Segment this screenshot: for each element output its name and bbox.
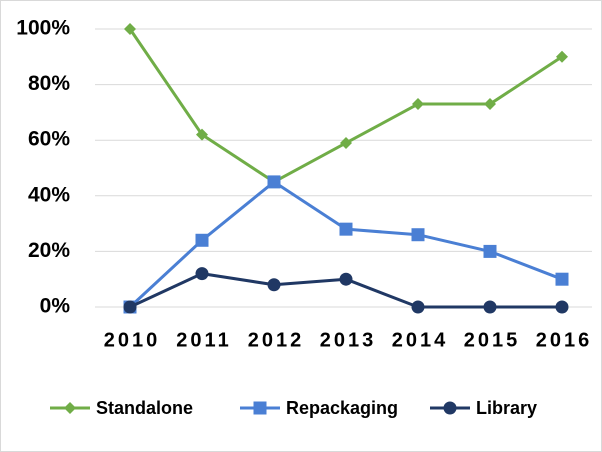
point [195, 233, 209, 247]
y-tick-label: 0% [40, 295, 71, 318]
point [411, 300, 425, 314]
legend-label: Library [476, 398, 537, 418]
point [484, 98, 496, 111]
y-tick-label: 60% [28, 128, 70, 151]
point [555, 272, 569, 286]
y-tick-label: 80% [28, 72, 70, 95]
legend-marker [253, 401, 267, 415]
legend-label: Repackaging [286, 398, 398, 418]
point [267, 278, 281, 292]
point [483, 300, 497, 314]
x-tick-label: 2010 [104, 329, 161, 351]
legend-item: Repackaging [240, 398, 398, 418]
point [340, 136, 352, 149]
legend-label: Standalone [96, 398, 193, 418]
x-tick-label: 2014 [392, 329, 449, 351]
y-tick-label: 100% [16, 17, 70, 40]
legend-marker [64, 402, 76, 414]
point [411, 228, 425, 242]
point [339, 272, 353, 286]
y-tick-label: 40% [28, 183, 70, 206]
x-tick-label: 2015 [464, 329, 521, 351]
y-tick-label: 20% [28, 239, 70, 262]
point [196, 128, 208, 141]
legend-item: Standalone [50, 398, 193, 418]
x-tick-label: 2016 [536, 329, 593, 351]
point [124, 23, 136, 35]
point [339, 222, 353, 236]
point [483, 244, 497, 258]
x-tick-label: 2011 [176, 329, 231, 351]
x-tick-label: 2012 [248, 329, 305, 351]
point [555, 300, 569, 314]
legend-marker [443, 401, 457, 415]
point [195, 267, 209, 281]
point [267, 175, 281, 189]
point [556, 50, 568, 63]
x-tick-label: 2013 [320, 329, 377, 351]
point [412, 98, 424, 111]
legend-item: Library [430, 398, 537, 418]
point [123, 300, 137, 314]
